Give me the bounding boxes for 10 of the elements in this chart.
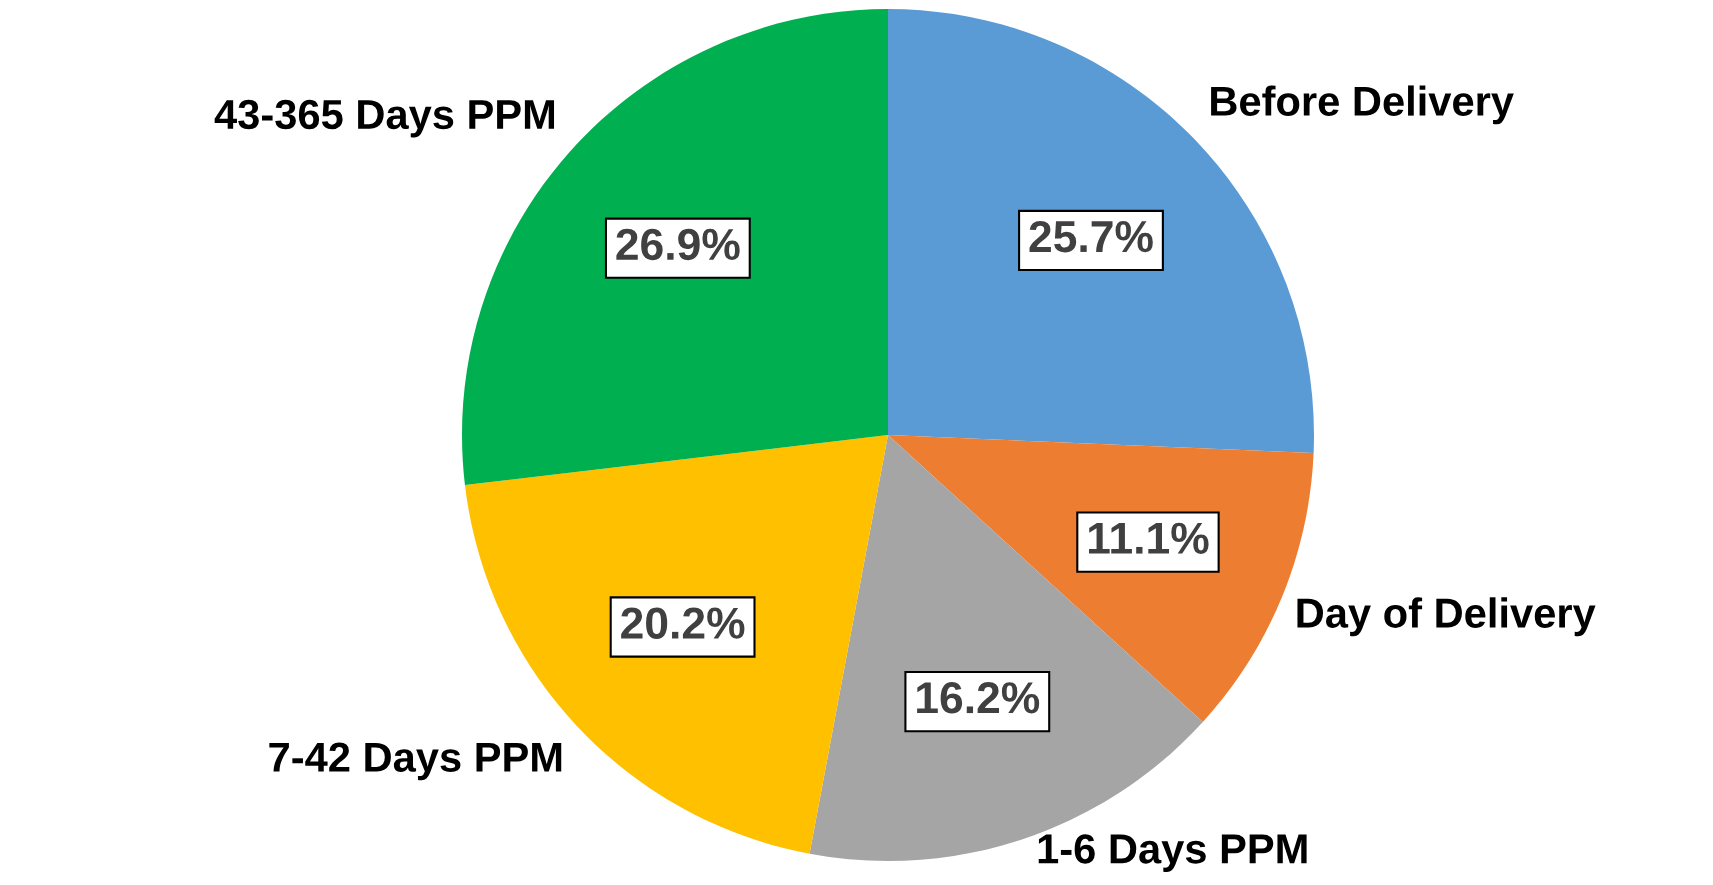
slice-label: 7-42 Days PPM [269, 742, 562, 781]
slice-label: 43-365 Days PPM [214, 99, 555, 138]
slice-label: Before Delivery [1211, 85, 1514, 125]
data-label: 25.7% [1029, 220, 1153, 253]
data-label: 16.2% [917, 682, 1040, 714]
data-label: 26.9% [616, 228, 740, 261]
data-label: 20.2% [621, 607, 745, 639]
slice-label: 1-6 Days PPM [1038, 834, 1307, 872]
slice-label: Day of Delivery [1297, 597, 1596, 637]
data-label: 11.1% [1088, 522, 1209, 554]
